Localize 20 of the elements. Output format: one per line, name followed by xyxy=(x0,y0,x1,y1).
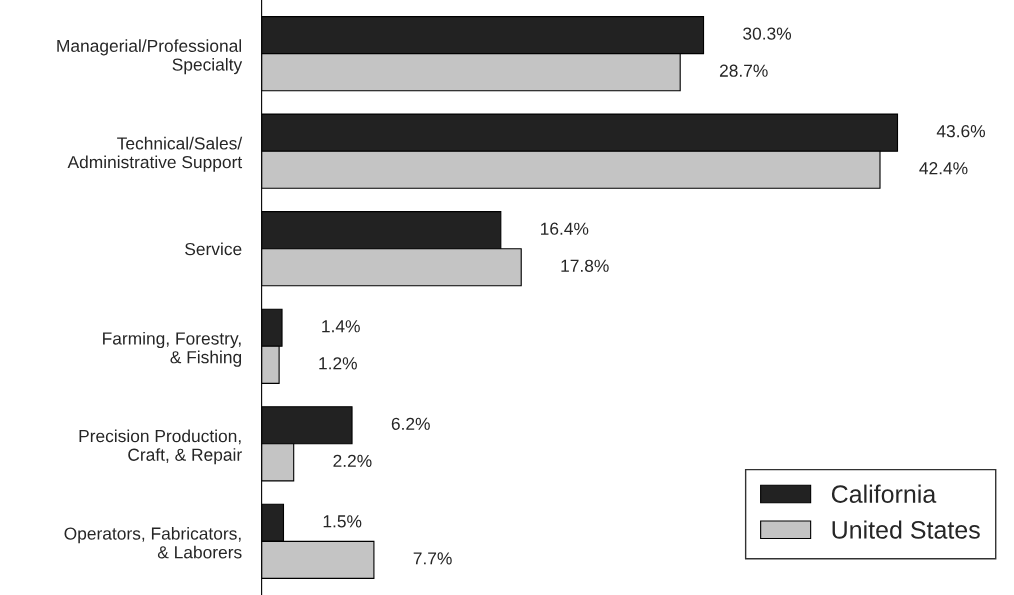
data-label: 16.4% xyxy=(541,222,589,235)
y-tick-label: Technical/Sales/ Administrative Support xyxy=(67,136,243,172)
legend-label: United States xyxy=(832,520,980,539)
data-label: 1.4% xyxy=(322,320,360,333)
data-label: 28.7% xyxy=(719,64,768,77)
data-label: 6.2% xyxy=(391,417,430,430)
y-tick-label: Precision Production, Craft, & Repair xyxy=(79,429,242,465)
y-tick-label: Operators, Fabricators, & Laborers xyxy=(64,526,242,559)
data-label: 7.7% xyxy=(413,552,452,565)
y-tick-label: Farming, Forestry, & Fishing xyxy=(103,331,242,367)
y-tick-label: Managerial/Professional Specialty xyxy=(57,39,243,75)
y-tick-label: Service xyxy=(185,242,242,256)
data-label: 17.8% xyxy=(561,259,609,272)
data-label: 42.4% xyxy=(919,162,968,175)
data-label: 1.2% xyxy=(319,357,357,370)
data-label: 43.6% xyxy=(936,125,986,138)
data-label: 2.2% xyxy=(333,454,372,467)
legend-label: California xyxy=(831,484,937,503)
data-label: 30.3% xyxy=(743,27,792,40)
data-label: 1.5% xyxy=(323,515,362,528)
